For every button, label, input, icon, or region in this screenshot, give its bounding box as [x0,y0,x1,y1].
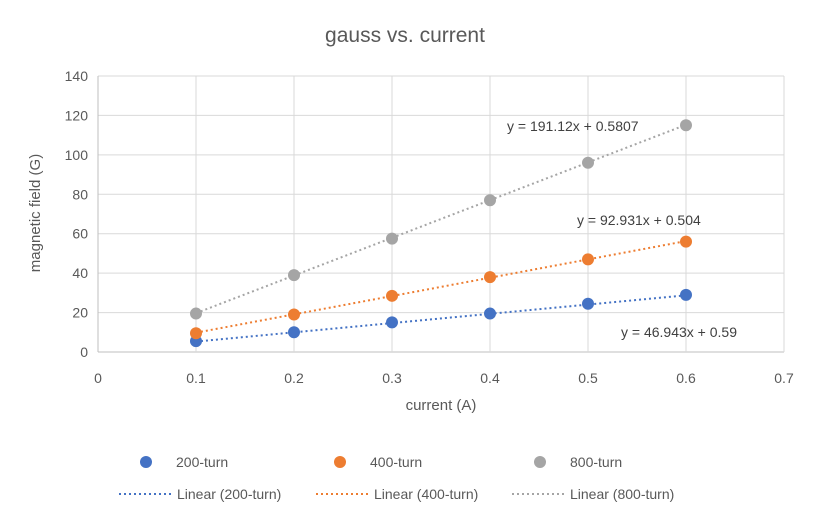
data-point-200-turn [680,288,692,301]
trendline-equation: y = 46.943x + 0.59 [621,324,737,340]
y-tick-label: 0 [80,344,88,360]
y-axis-label: magnetic field (G) [27,154,44,272]
x-tick-label: 0.4 [480,370,500,386]
y-tick-label: 60 [72,226,88,242]
legend-marker [140,456,152,468]
y-tick-label: 100 [65,147,89,163]
x-tick-label: 0.2 [284,370,304,386]
y-tick-label: 80 [72,186,88,202]
data-point-800-turn [190,307,202,320]
trendline-equation: y = 191.12x + 0.5807 [507,118,639,134]
data-point-400-turn [190,327,202,340]
x-tick-label: 0 [94,370,102,386]
axes: 0 20 40 60 80 100 120 140 0 0.1 0.2 0.3 0.4 0.5 0.6 0.7 [65,68,794,386]
data-point-800-turn [582,156,594,169]
legend: 200-turn 400-turn 800-turn Linear (200-turn… [119,454,674,502]
data-point-800-turn [680,119,692,132]
data-point-800-turn [484,194,496,207]
y-tick-label: 120 [65,107,89,123]
x-tick-label: 0.3 [382,370,402,386]
x-tick-label: 0.5 [578,370,598,386]
data-point-400-turn [680,235,692,248]
data-point-200-turn [484,307,496,320]
data-point-400-turn [484,271,496,284]
data-point-200-turn [386,316,398,329]
y-tick-label: 140 [65,68,89,84]
legend-trend-label: Linear (800-turn) [570,486,674,502]
y-tick-label: 20 [72,305,88,321]
data-point-400-turn [582,253,594,266]
data-point-200-turn [288,326,300,339]
trendlines [195,123,687,343]
legend-marker [334,456,346,468]
x-tick-label: 0.7 [774,370,794,386]
data-points [190,119,692,348]
legend-label: 400-turn [370,454,422,470]
legend-label: 800-turn [570,454,622,470]
data-point-800-turn [288,269,300,282]
legend-label: 200-turn [176,454,228,470]
x-tick-label: 0.6 [676,370,696,386]
data-point-800-turn [386,232,398,245]
legend-trend-label: Linear (400-turn) [374,486,478,502]
trendline-equations: y = 46.943x + 0.59 y = 92.931x + 0.504 y =… [507,118,737,340]
legend-marker [534,456,546,468]
trendline-200-turn [195,294,687,343]
legend-trend-label: Linear (200-turn) [177,486,281,502]
x-axis-label: current (A) [406,397,477,414]
y-tick-label: 40 [72,265,88,281]
x-tick-label: 0.1 [186,370,206,386]
chart-title: gauss vs. current [325,24,485,47]
data-point-400-turn [386,289,398,302]
data-point-200-turn [582,297,594,310]
data-point-400-turn [288,308,300,321]
trendline-400-turn [195,240,687,334]
trendline-equation: y = 92.931x + 0.504 [577,212,701,228]
